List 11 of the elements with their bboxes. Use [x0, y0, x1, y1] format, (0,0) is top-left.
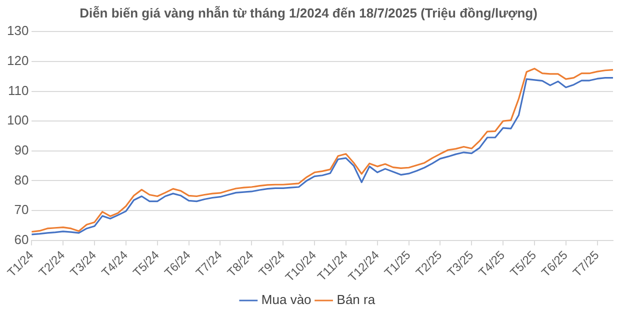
y-tick-label: 70	[14, 202, 29, 218]
y-tick-label: 90	[14, 142, 29, 158]
y-tick-label: 80	[14, 172, 29, 188]
legend-label: Bán ra	[336, 292, 376, 308]
y-tick-label: 130	[6, 23, 29, 38]
y-tick-label: 100	[6, 112, 29, 128]
y-tick-label: 110	[8, 82, 29, 98]
chart-title: Diễn biến giá vàng nhẫn từ tháng 1/2024 đến 18/7/2025 (Triệu đồng/lượng)	[80, 5, 538, 20]
legend-label: Mua vào	[261, 292, 312, 308]
y-tick-label: 60	[14, 232, 29, 247]
y-tick-label: 120	[6, 53, 29, 68]
